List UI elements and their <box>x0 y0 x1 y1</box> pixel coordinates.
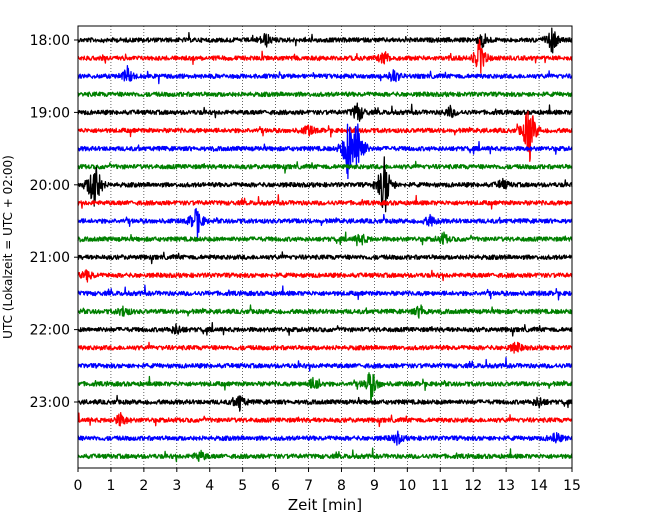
x-tick-label: 8 <box>337 478 346 494</box>
y-tick-label: 18:00 <box>30 33 70 49</box>
y-tick-label: 22:00 <box>30 323 70 339</box>
trace-2230 <box>77 357 573 372</box>
x-tick-label: 11 <box>431 478 449 494</box>
trace-2245 <box>77 372 573 403</box>
x-tick-label: 3 <box>172 478 181 494</box>
trace-1845 <box>77 91 573 98</box>
trace-2030 <box>77 207 573 240</box>
x-tick-label: 7 <box>304 478 313 494</box>
x-tick-label: 6 <box>271 478 280 494</box>
trace-2000 <box>77 156 573 213</box>
x-tick-label: 1 <box>106 478 115 494</box>
trace-1945 <box>77 160 573 174</box>
trace-2315 <box>77 411 573 428</box>
plot-frame <box>77 25 573 469</box>
x-tick-label: 0 <box>74 478 83 494</box>
trace-2115 <box>77 269 573 283</box>
x-tick-label: 10 <box>398 478 416 494</box>
y-tick-label: 23:00 <box>30 395 70 411</box>
trace-1915 <box>77 111 573 162</box>
trace-2300 <box>77 394 573 412</box>
trace-2215 <box>77 341 573 354</box>
trace-2045 <box>77 231 573 247</box>
trace-2015 <box>77 194 573 210</box>
x-tick-label: 14 <box>530 478 548 494</box>
y-tick-label: 21:00 <box>30 250 70 266</box>
y-tick-label: 20:00 <box>30 178 70 194</box>
y-tick-label: 19:00 <box>30 105 70 121</box>
trace-2145 <box>77 304 573 319</box>
trace-2345 <box>77 447 573 463</box>
x-tick-label: 15 <box>563 478 581 494</box>
y-axis-label: UTC (Lokalzeit = UTC + 02:00) <box>1 155 15 339</box>
trace-2100 <box>77 251 573 265</box>
trace-2200 <box>77 321 573 337</box>
trace-1830 <box>77 65 573 85</box>
x-tick-label: 5 <box>238 478 247 494</box>
x-tick-label: 2 <box>139 478 148 494</box>
trace-1800 <box>77 27 573 54</box>
trace-1900 <box>77 102 573 122</box>
trace-1815 <box>77 38 573 74</box>
x-tick-label: 4 <box>205 478 214 494</box>
traces <box>77 27 573 463</box>
x-tick-label: 13 <box>497 478 515 494</box>
x-tick-label: 12 <box>464 478 482 494</box>
trace-2330 <box>77 430 573 446</box>
trace-2130 <box>77 284 573 301</box>
x-tick-label: 9 <box>370 478 379 494</box>
x-axis-label: Zeit [min] <box>288 496 362 514</box>
trace-1930 <box>77 123 573 180</box>
x-axis: 0 1 2 3 4 5 6 7 8 9 10 11 12 13 14 15 <box>74 468 581 494</box>
y-axis: 18:00 19:00 20:00 21:00 22:00 23:00 <box>30 33 78 411</box>
